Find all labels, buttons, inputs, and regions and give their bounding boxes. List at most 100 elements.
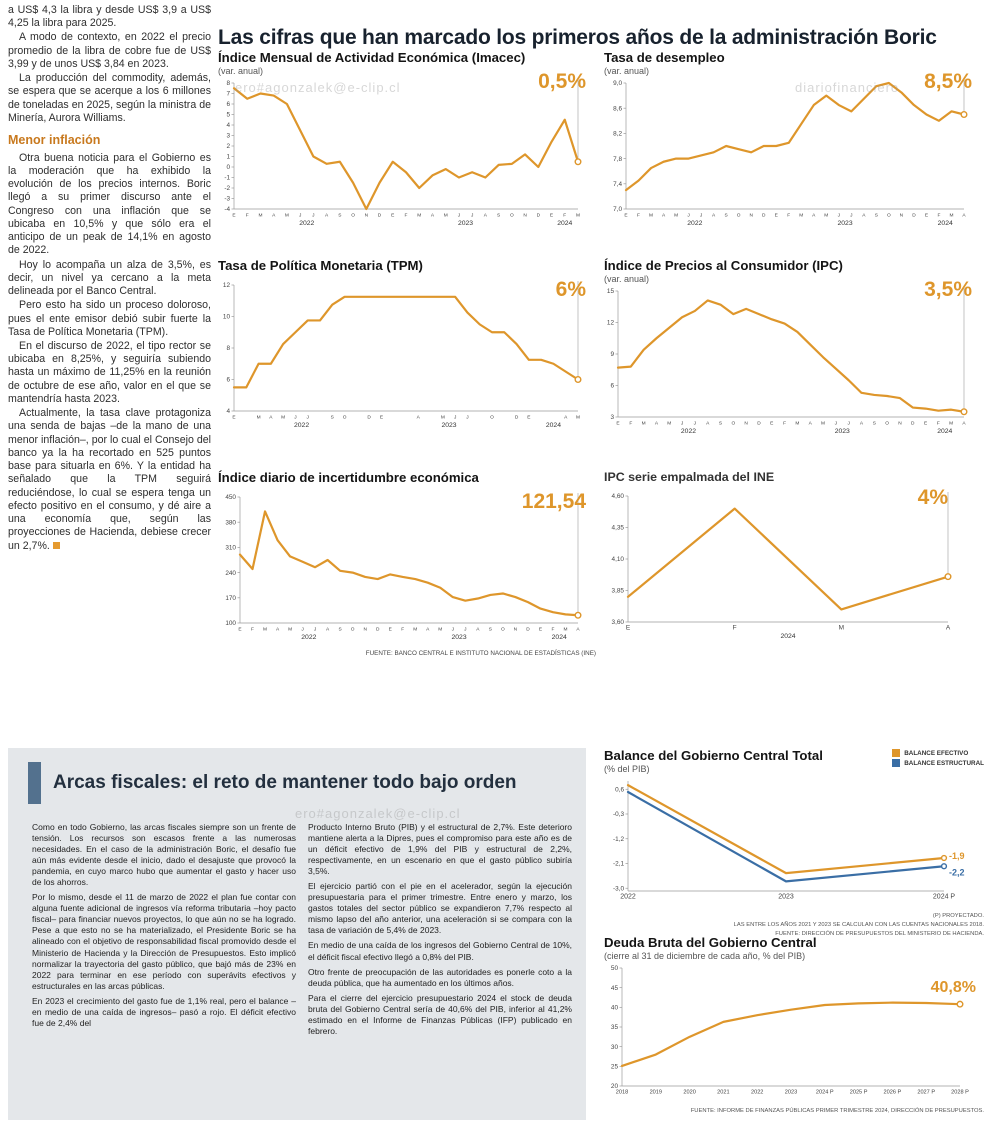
- svg-text:M: M: [642, 421, 646, 427]
- svg-text:2024: 2024: [557, 220, 572, 227]
- legend-item-efectivo: BALANCE EFECTIVO: [892, 749, 984, 757]
- svg-text:-2: -2: [224, 185, 230, 192]
- svg-text:S: S: [873, 421, 876, 427]
- svg-text:F: F: [246, 213, 249, 219]
- svg-text:2024: 2024: [780, 633, 795, 640]
- svg-text:J: J: [314, 627, 317, 633]
- svg-text:8: 8: [226, 345, 230, 352]
- svg-text:E: E: [925, 213, 928, 219]
- svg-text:2018: 2018: [616, 1090, 628, 1096]
- chart-balance-gobierno: Balance del Gobierno Central Total (% de…: [604, 748, 984, 939]
- chart-title: Balance del Gobierno Central Total: [604, 748, 823, 763]
- svg-text:S: S: [719, 421, 722, 427]
- fiscal-paragraph: En 2023 el crecimiento del gasto fue de …: [32, 995, 296, 1028]
- svg-text:E: E: [232, 415, 235, 421]
- svg-text:M: M: [257, 415, 261, 421]
- article-left-column: a US$ 4,3 la libra y desde US$ 3,9 a US$…: [8, 4, 211, 554]
- svg-text:2019: 2019: [650, 1090, 662, 1096]
- svg-text:7,4: 7,4: [613, 181, 622, 188]
- chart-callout: 4%: [917, 486, 948, 509]
- svg-text:3: 3: [226, 133, 230, 140]
- article-paragraph: Otra buena noticia para el Gobierno es l…: [8, 151, 211, 257]
- svg-text:M: M: [281, 415, 285, 421]
- svg-text:E: E: [389, 627, 392, 633]
- chart-title: Índice diario de incertidumbre económica: [218, 470, 479, 485]
- svg-text:5: 5: [226, 112, 230, 119]
- chart-subtitle: (cierre al 31 de diciembre de cada año, …: [604, 951, 806, 961]
- end-of-article-marker: [52, 541, 60, 549]
- svg-text:2023: 2023: [441, 422, 456, 429]
- svg-text:2028 P: 2028 P: [951, 1090, 969, 1096]
- chart-subtitle: (var. anual): [604, 66, 650, 76]
- svg-text:2026 P: 2026 P: [884, 1090, 902, 1096]
- chart-callout: 121,54: [521, 490, 586, 513]
- svg-text:380: 380: [225, 519, 236, 526]
- svg-text:F: F: [937, 421, 940, 427]
- article-paragraph: A modo de contexto, en 2022 el precio pr…: [8, 31, 211, 70]
- footnote: FUENTE: DIRECCIÓN DE PRESUPUESTOS DEL MI…: [775, 930, 984, 937]
- svg-text:50: 50: [611, 965, 619, 972]
- chart-title: Deuda Bruta del Gobierno Central: [604, 935, 817, 950]
- svg-text:J: J: [700, 213, 703, 219]
- svg-text:2023: 2023: [452, 634, 467, 641]
- svg-text:J: J: [466, 415, 469, 421]
- svg-text:M: M: [263, 627, 267, 633]
- svg-text:A: A: [426, 627, 430, 633]
- svg-text:A: A: [812, 213, 816, 219]
- svg-text:S: S: [339, 627, 342, 633]
- chart-ipc: Índice de Precios al Consumidor (IPC) (v…: [604, 258, 982, 442]
- svg-text:N: N: [749, 213, 753, 219]
- svg-text:-1,2: -1,2: [613, 836, 624, 843]
- legend-swatch-blue: [892, 759, 901, 767]
- svg-text:M: M: [667, 421, 671, 427]
- svg-text:O: O: [887, 213, 891, 219]
- chart-subtitle: (var. anual): [604, 274, 650, 284]
- chart-callout: 40,8%: [930, 979, 976, 996]
- svg-text:M: M: [674, 213, 678, 219]
- svg-text:-4: -4: [224, 206, 230, 213]
- svg-text:M: M: [799, 213, 803, 219]
- svg-text:J: J: [452, 627, 455, 633]
- svg-text:A: A: [655, 421, 659, 427]
- svg-text:1: 1: [226, 154, 230, 161]
- svg-text:F: F: [563, 213, 566, 219]
- svg-text:S: S: [331, 415, 334, 421]
- svg-text:8,2: 8,2: [613, 131, 622, 138]
- svg-text:2024: 2024: [937, 428, 952, 435]
- svg-text:170: 170: [225, 595, 236, 602]
- svg-text:2023: 2023: [785, 1090, 797, 1096]
- fiscal-column-2: Producto Interno Bruto (PIB) y el estruc…: [308, 822, 572, 1041]
- svg-text:A: A: [417, 415, 421, 421]
- chart-ipc-empalmada: IPC serie empalmada del INE 4% 4,60 4,35 4…: [604, 470, 982, 647]
- svg-text:A: A: [325, 213, 329, 219]
- svg-text:E: E: [527, 415, 530, 421]
- svg-text:6: 6: [226, 377, 230, 384]
- svg-text:E: E: [238, 627, 241, 633]
- chart-footnotes: (P) PROYECTADO. LAS ENTRE LOS AÑOS 2021 …: [604, 912, 984, 939]
- svg-text:M: M: [438, 627, 442, 633]
- svg-text:O: O: [885, 421, 889, 427]
- svg-text:2024 P: 2024 P: [933, 894, 956, 901]
- svg-text:2022: 2022: [620, 894, 636, 901]
- svg-text:J: J: [454, 415, 457, 421]
- svg-text:A: A: [962, 421, 966, 427]
- svg-text:20: 20: [611, 1083, 619, 1090]
- svg-text:2022: 2022: [301, 634, 316, 641]
- desempleo-chart-svg: 9,08,68,27,87,47,0E F M A M J J A S O N D E F M A M J J A S O…: [613, 79, 968, 227]
- svg-text:M: M: [413, 627, 417, 633]
- watermark: ero#agonzalek@e-clip.cl: [235, 80, 401, 95]
- svg-text:J: J: [312, 213, 315, 219]
- svg-text:D: D: [911, 421, 915, 427]
- svg-text:A: A: [272, 213, 276, 219]
- svg-text:J: J: [299, 213, 302, 219]
- svg-text:A: A: [946, 625, 951, 632]
- svg-text:A: A: [809, 421, 813, 427]
- svg-text:8,6: 8,6: [613, 105, 622, 112]
- svg-text:J: J: [694, 421, 697, 427]
- svg-text:O: O: [501, 627, 505, 633]
- svg-text:O: O: [490, 415, 494, 421]
- svg-text:E: E: [232, 213, 235, 219]
